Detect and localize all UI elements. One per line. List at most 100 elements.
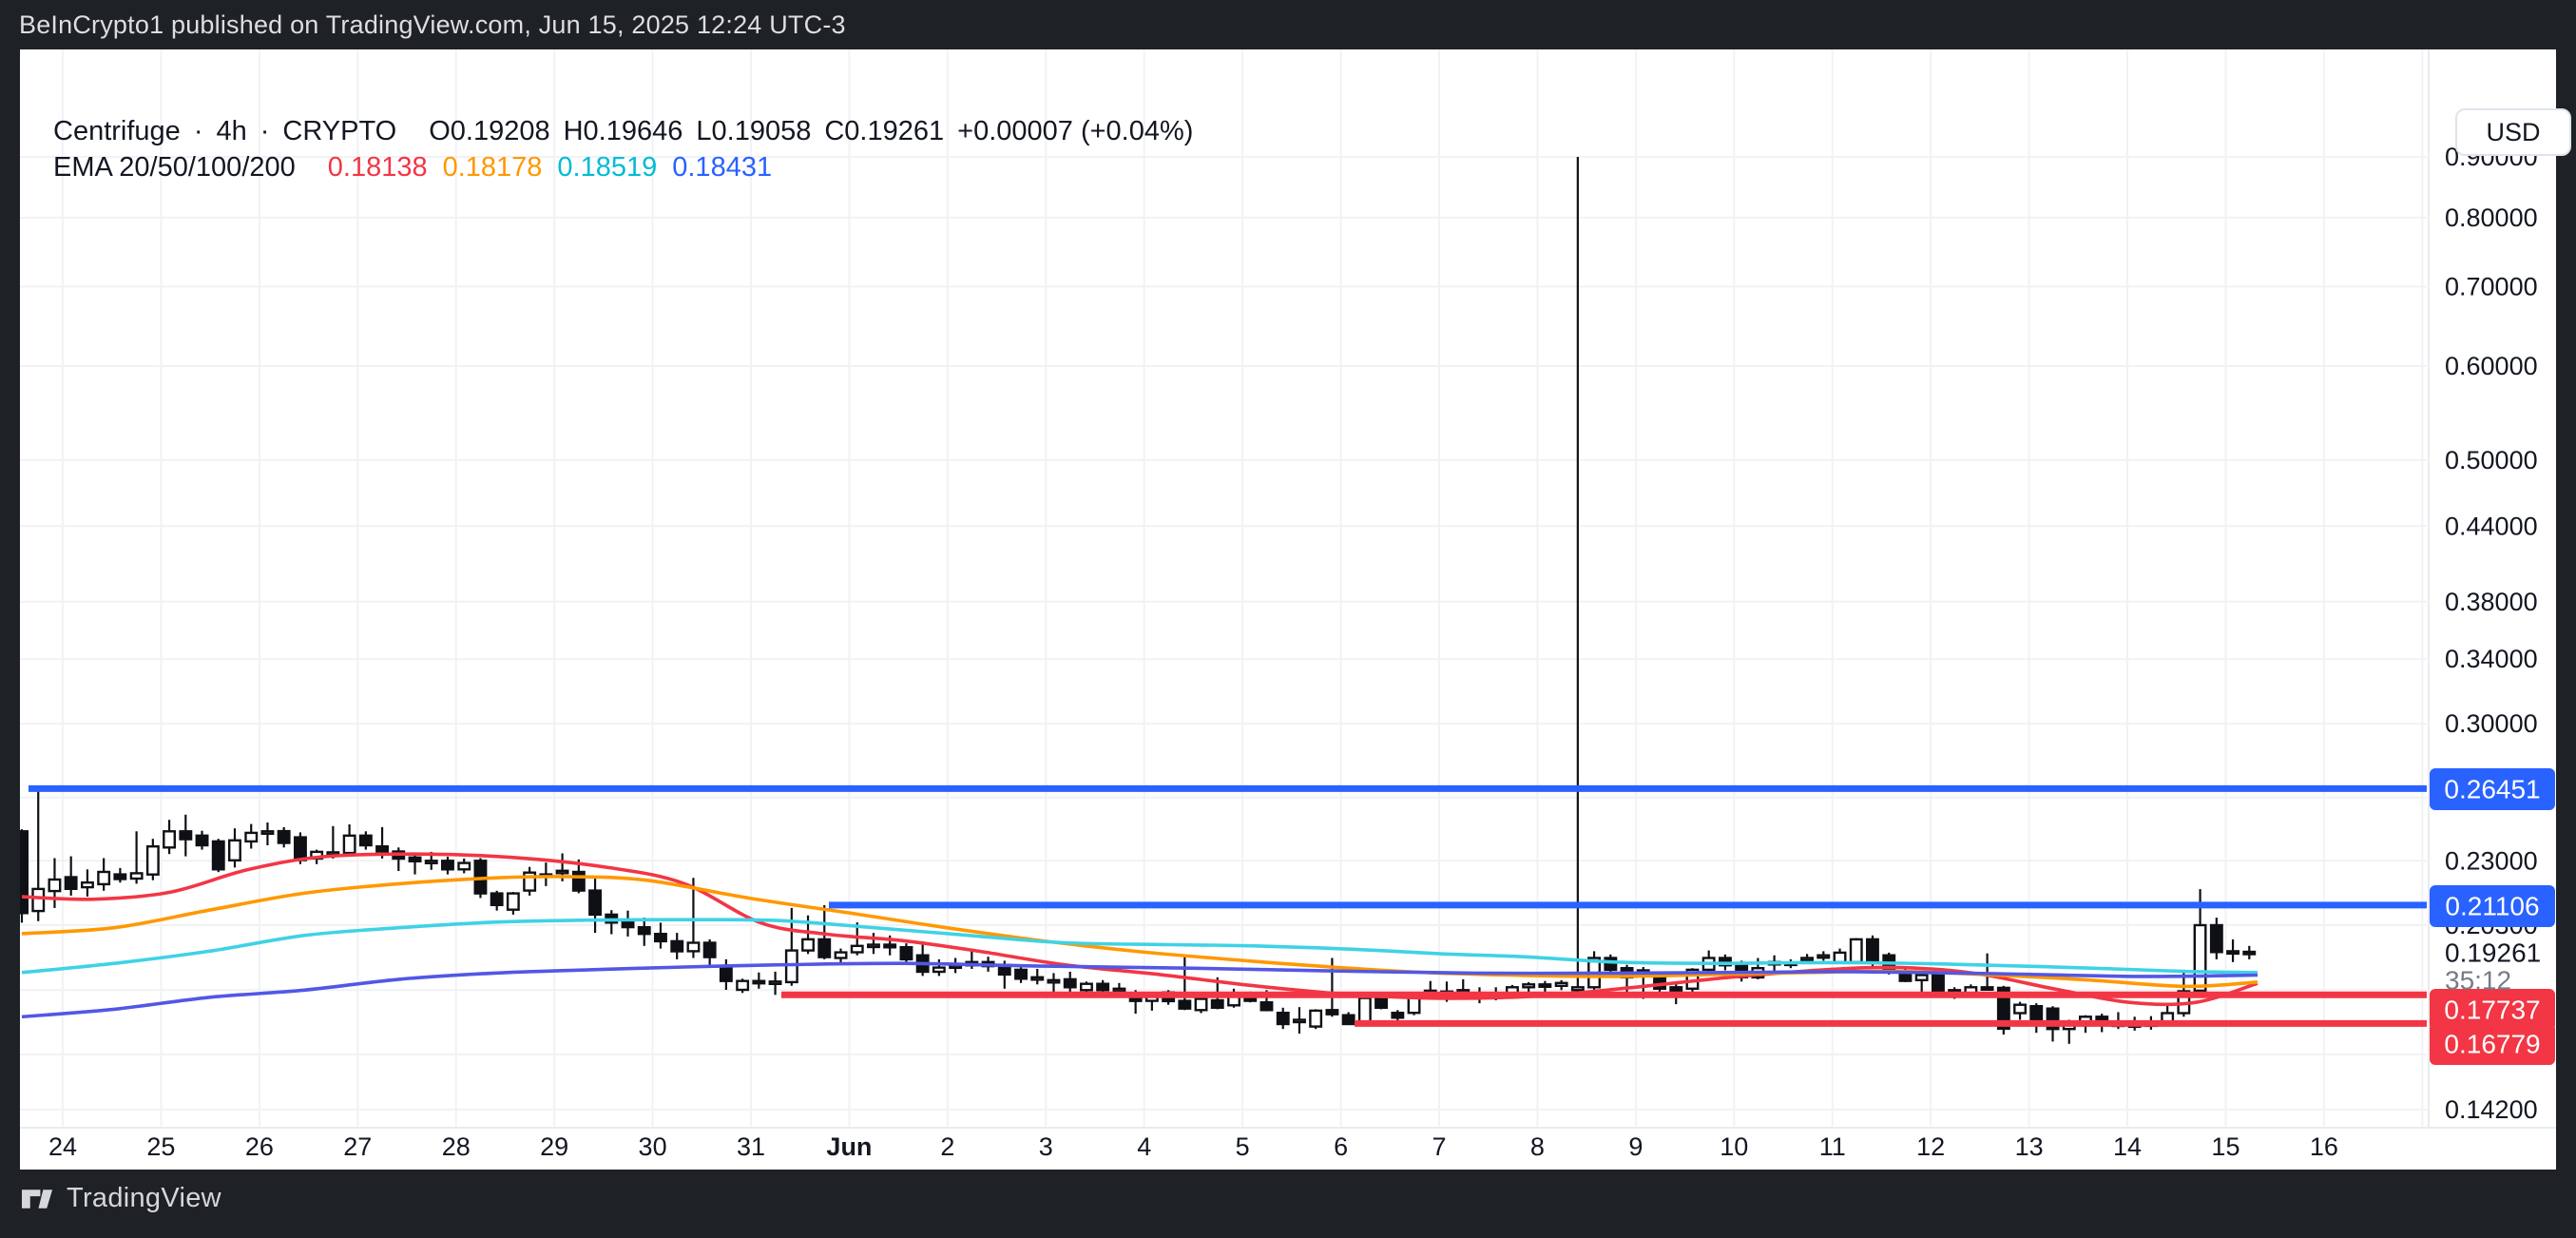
price-line-label-badge: 0.16779 bbox=[2430, 1023, 2555, 1065]
time-tick-label: 8 bbox=[1530, 1132, 1545, 1161]
candle bbox=[211, 839, 225, 873]
candle bbox=[1063, 971, 1077, 995]
time-tick-label: 28 bbox=[442, 1132, 471, 1161]
candle bbox=[670, 933, 684, 959]
candle bbox=[867, 933, 880, 955]
candle bbox=[1309, 1009, 1323, 1030]
time-tick-label: 25 bbox=[146, 1132, 175, 1161]
candle bbox=[1276, 1007, 1290, 1030]
candle bbox=[686, 878, 701, 958]
price-lines bbox=[29, 784, 2427, 1027]
candle bbox=[97, 858, 111, 891]
candle bbox=[637, 918, 651, 946]
time-tick-label: 15 bbox=[2211, 1132, 2240, 1161]
time-tick-label: 3 bbox=[1039, 1132, 1053, 1161]
time-tick-label: 2 bbox=[940, 1132, 954, 1161]
interval-label: 4h bbox=[216, 116, 247, 146]
ohlc-close: C0.19261 bbox=[824, 116, 945, 146]
candle bbox=[2013, 1001, 2028, 1020]
candle bbox=[899, 943, 913, 964]
candle bbox=[2029, 1003, 2044, 1034]
price-tick-label: 0.50000 bbox=[2445, 446, 2538, 474]
time-tick-label: 5 bbox=[1236, 1132, 1250, 1161]
candle bbox=[113, 867, 127, 883]
ohlc-high: H0.19646 bbox=[563, 116, 683, 146]
candle bbox=[1194, 996, 1208, 1014]
currency-button-label: USD bbox=[2486, 117, 2541, 146]
candle bbox=[1079, 981, 1093, 994]
candle bbox=[145, 839, 160, 880]
price-line-label-badge: 0.21106 bbox=[2430, 885, 2555, 927]
time-tick-label: 30 bbox=[639, 1132, 667, 1161]
time-tick-label: 12 bbox=[1916, 1132, 1945, 1161]
candle bbox=[1849, 938, 1863, 964]
ema-value: 0.18178 bbox=[442, 152, 543, 183]
publish-title: BeInCrypto1 published on TradingView.com… bbox=[19, 10, 846, 39]
candle bbox=[1292, 1007, 1306, 1035]
candle bbox=[2242, 945, 2257, 959]
candle bbox=[1341, 1012, 1355, 1026]
candle bbox=[605, 910, 619, 935]
candle bbox=[654, 922, 667, 949]
ohlc-low: L0.19058 bbox=[696, 116, 812, 146]
chart-card: 0.90000 0.80000 0.70000 0.60000 0.50000 0.440… bbox=[20, 49, 2571, 1170]
price-line-label: 0.17737 bbox=[2444, 996, 2540, 1025]
ema-overlays bbox=[21, 852, 2259, 1019]
time-tick-label: Jun bbox=[826, 1132, 872, 1161]
ema-line-100 bbox=[21, 918, 2259, 975]
footer-bar: TradingView bbox=[21, 1183, 221, 1214]
price-tick-label: 0.70000 bbox=[2445, 272, 2538, 300]
ema-line-200 bbox=[21, 961, 2259, 1019]
candle bbox=[768, 971, 782, 996]
candle bbox=[457, 858, 471, 874]
candle bbox=[48, 858, 62, 908]
candles-series bbox=[20, 157, 2257, 1044]
candle bbox=[702, 938, 717, 965]
ohlc-open: O0.19208 bbox=[429, 116, 550, 146]
time-tick-label: 6 bbox=[1334, 1132, 1348, 1161]
candle bbox=[163, 820, 177, 855]
candle bbox=[932, 958, 946, 977]
price-change: +0.00007 (+0.04%) bbox=[957, 116, 1194, 146]
candle bbox=[1014, 964, 1028, 983]
ema-value: 0.18431 bbox=[672, 152, 773, 183]
currency-button[interactable]: USD bbox=[2455, 108, 2571, 156]
candle bbox=[834, 948, 848, 963]
time-tick-label: 11 bbox=[1819, 1132, 1846, 1161]
candle bbox=[1570, 157, 1585, 996]
price-tick-label: 0.38000 bbox=[2445, 588, 2538, 616]
price-line-label: 0.26451 bbox=[2444, 775, 2540, 804]
candle bbox=[195, 830, 209, 850]
indicator-label: EMA 20/50/100/200 bbox=[53, 152, 296, 183]
time-tick-label: 29 bbox=[540, 1132, 568, 1161]
price-tick-label: 0.80000 bbox=[2445, 203, 2538, 232]
time-tick-label: 26 bbox=[245, 1132, 274, 1161]
candle bbox=[1817, 951, 1831, 961]
candle bbox=[179, 814, 193, 857]
candle bbox=[277, 826, 291, 848]
time-axis[interactable]: 24 25 26 27 28 29 30 31 Jun 2 3 4 5 6 7 8 9 10 11 12 13 14 15 1… bbox=[48, 1132, 2338, 1161]
price-line-label-badge: 0.17737 bbox=[2430, 989, 2555, 1031]
separator-dot: · bbox=[260, 116, 270, 146]
price-tick-label: 0.14200 bbox=[2445, 1095, 2538, 1124]
price-line-label: 0.16779 bbox=[2444, 1030, 2540, 1059]
time-tick-label: 16 bbox=[2310, 1132, 2338, 1161]
price-tick-label: 0.44000 bbox=[2445, 512, 2538, 540]
candle bbox=[129, 831, 144, 884]
candle bbox=[752, 972, 766, 989]
candle bbox=[719, 958, 733, 990]
ema-value: 0.18138 bbox=[327, 152, 428, 183]
candle bbox=[621, 910, 635, 937]
price-tick-label: 0.60000 bbox=[2445, 352, 2538, 380]
price-line-label-badge: 0.26451 bbox=[2430, 768, 2555, 810]
price-tick-label: 0.34000 bbox=[2445, 645, 2538, 673]
candle bbox=[260, 822, 275, 845]
time-tick-label: 9 bbox=[1628, 1132, 1643, 1161]
time-tick-label: 4 bbox=[1137, 1132, 1151, 1161]
last-price-value: 0.19261 bbox=[2445, 938, 2541, 968]
chart-canvas[interactable]: 0.900000.800000.700000.600000.500000.440… bbox=[20, 49, 2556, 1170]
price-tick-label: 0.23000 bbox=[2445, 846, 2538, 875]
candle bbox=[1047, 973, 1061, 994]
separator-dot: · bbox=[193, 116, 203, 146]
